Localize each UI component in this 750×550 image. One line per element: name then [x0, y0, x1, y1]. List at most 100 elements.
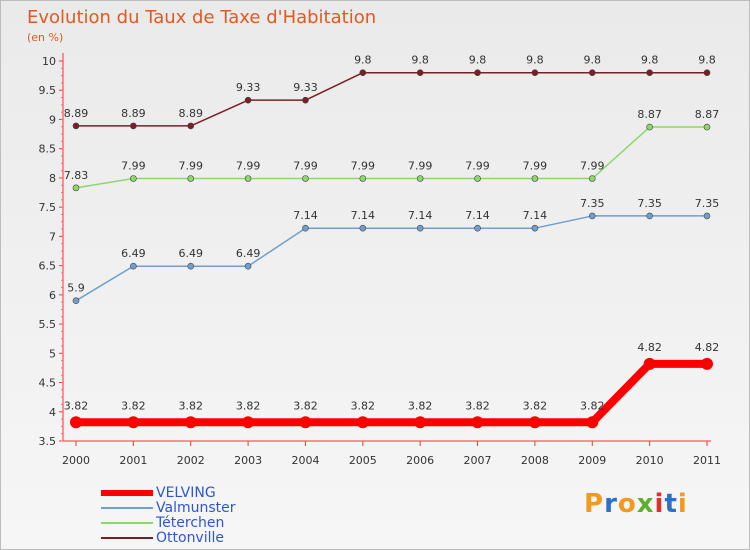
y-tick-label: 7.5	[39, 201, 57, 214]
data-label: 9.8	[698, 54, 716, 67]
data-point	[302, 175, 309, 182]
data-point	[244, 96, 252, 104]
data-label: 3.82	[121, 399, 146, 412]
data-label: 9.8	[411, 54, 429, 67]
data-point	[646, 212, 653, 220]
data-point	[130, 262, 137, 270]
logo-letter: o	[617, 489, 637, 519]
legend-label-teterchen: Téterchen	[156, 515, 225, 531]
data-label: 7.99	[236, 160, 261, 173]
data-point	[416, 224, 424, 232]
data-label: 8.89	[121, 107, 146, 120]
data-label: 6.49	[236, 247, 261, 260]
data-label: 7.14	[351, 209, 376, 222]
x-tick-label: 2005	[349, 454, 377, 467]
y-tick-label: 4	[49, 406, 56, 419]
data-point	[643, 357, 656, 370]
data-label: 7.14	[465, 209, 490, 222]
data-point	[244, 262, 252, 270]
data-label: 3.82	[236, 399, 261, 412]
data-label: 9.8	[469, 54, 487, 67]
y-tick-label: 7	[49, 230, 56, 243]
data-label: 9.8	[641, 54, 659, 67]
data-label: 8.89	[178, 107, 203, 120]
data-point	[414, 416, 427, 429]
data-point	[703, 123, 711, 131]
data-point	[703, 212, 711, 220]
data-point	[302, 96, 309, 104]
data-point	[72, 184, 80, 192]
legend-swatch-teterchen	[101, 522, 153, 524]
series-line-ottonville	[75, 71, 708, 127]
data-label: 4.82	[695, 341, 720, 354]
data-label: 7.99	[580, 160, 605, 173]
data-label: 9.33	[236, 81, 261, 94]
data-point	[187, 122, 195, 130]
data-label: 6.49	[121, 247, 146, 260]
y-tick-label: 9	[49, 113, 56, 126]
data-point	[359, 224, 367, 232]
data-point	[72, 297, 80, 304]
logo-letter: t	[664, 489, 678, 519]
data-point	[701, 357, 713, 370]
data-point	[588, 175, 596, 182]
chart-title: Evolution du Taux de Taxe d'Habitation	[27, 7, 377, 28]
y-tick-label: 5	[49, 347, 56, 360]
data-label: 3.82	[523, 399, 548, 412]
data-label: 8.89	[64, 107, 89, 120]
logo-letter: x	[636, 489, 655, 519]
data-point	[528, 416, 541, 429]
series-line-velving	[72, 359, 711, 427]
data-label: 7.99	[523, 160, 548, 173]
data-point	[646, 69, 653, 76]
data-label: 7.99	[408, 160, 433, 173]
data-label: 7.35	[637, 197, 662, 210]
y-tick-label: 10	[42, 55, 56, 68]
logo-letter: i	[677, 489, 688, 519]
data-label: 5.9	[67, 282, 85, 295]
data-point	[588, 212, 596, 220]
data-label: 7.83	[64, 169, 89, 182]
data-point	[299, 416, 312, 429]
data-point	[187, 262, 195, 270]
y-tick-label: 4.5	[39, 377, 57, 390]
legend-swatch-valmunster	[101, 507, 153, 509]
data-point	[471, 416, 484, 429]
data-point	[72, 122, 80, 130]
proxiti-logo: Proxiti	[584, 489, 688, 519]
data-point	[244, 175, 252, 182]
y-tick-label: 8	[49, 172, 56, 185]
data-label: 7.35	[695, 197, 720, 210]
data-label: 7.14	[293, 209, 318, 222]
data-point	[130, 122, 137, 130]
data-label: 3.82	[178, 399, 203, 412]
logo-letter: i	[654, 489, 665, 519]
data-label: 3.82	[465, 399, 490, 412]
data-label: 7.99	[121, 160, 146, 173]
data-point	[359, 69, 367, 76]
data-point	[531, 224, 539, 232]
legend-swatch-ottonville	[101, 537, 153, 539]
data-point	[703, 69, 711, 76]
x-tick-label: 2009	[578, 454, 606, 467]
data-label: 6.49	[178, 247, 203, 260]
data-point	[646, 123, 653, 131]
y-tick-label: 5.5	[39, 318, 57, 331]
data-point	[586, 416, 599, 429]
data-label: 3.82	[408, 399, 433, 412]
logo-letter: P	[584, 489, 605, 519]
legend-swatch-velving	[101, 490, 153, 496]
y-tick-label: 9.5	[39, 84, 57, 97]
x-tick-label: 2003	[234, 454, 262, 467]
x-tick-label: 2000	[62, 454, 90, 467]
data-label: 9.8	[584, 54, 602, 67]
data-point	[187, 175, 195, 182]
data-label: 9.33	[293, 81, 318, 94]
data-point	[242, 416, 255, 429]
data-point	[474, 175, 481, 182]
legend-label-valmunster: Valmunster	[156, 500, 236, 516]
x-tick-label: 2002	[177, 454, 205, 467]
data-label: 3.82	[293, 399, 318, 412]
data-label: 8.87	[695, 108, 720, 121]
